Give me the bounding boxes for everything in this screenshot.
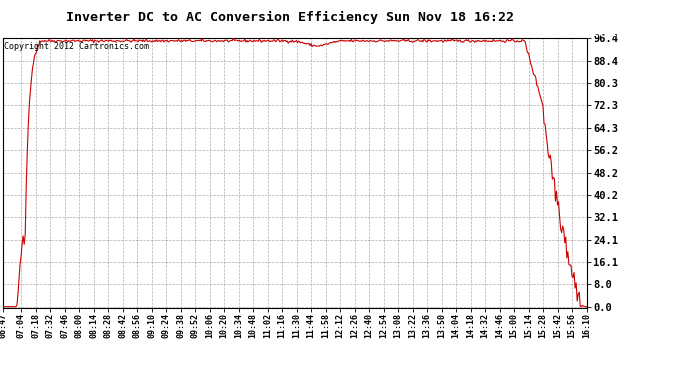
Text: Copyright 2012 Cartronics.com: Copyright 2012 Cartronics.com xyxy=(4,42,149,51)
Text: Efficiency  (%): Efficiency (%) xyxy=(593,28,682,38)
Text: Inverter DC to AC Conversion Efficiency Sun Nov 18 16:22: Inverter DC to AC Conversion Efficiency … xyxy=(66,11,514,24)
